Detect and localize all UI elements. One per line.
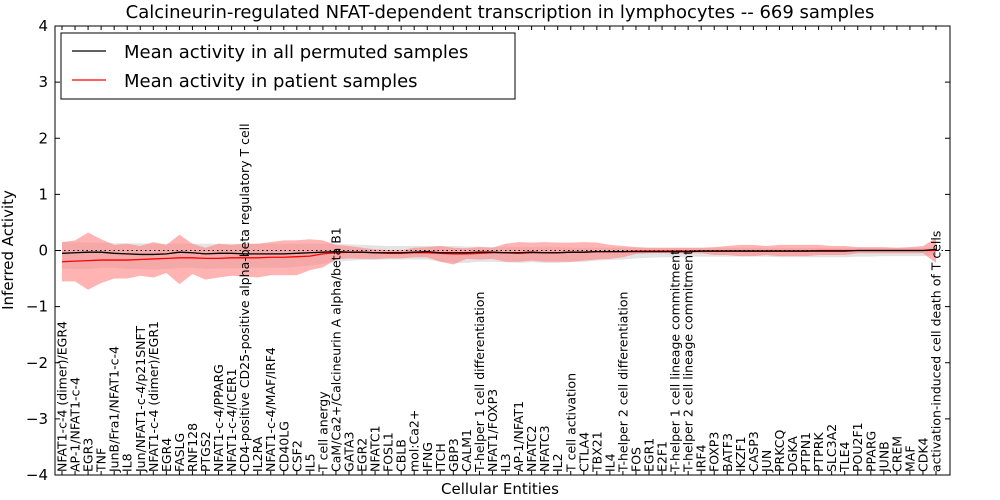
x-category-label: TNF — [94, 448, 109, 473]
x-category-label: CD40LG — [276, 421, 291, 472]
x-category-label: PPARG — [863, 431, 878, 472]
x-category-label: NFAT1/FOXP3 — [485, 389, 500, 472]
line-permuted-mean — [61, 248, 937, 256]
x-category-label: ITCH — [433, 443, 448, 472]
y-tick-label: 1 — [38, 185, 48, 203]
legend-label-patient: Mean activity in patient samples — [124, 71, 418, 92]
x-category-label: EGR3 — [81, 438, 96, 472]
y-tick-label: 4 — [38, 17, 48, 35]
x-category-label: EGR4 — [159, 438, 174, 472]
x-category-label: IL8 — [120, 453, 135, 472]
x-category-label: PTPRK — [811, 432, 826, 472]
x-category-label: EGR1 — [642, 438, 657, 472]
legend-frame — [60, 32, 516, 100]
x-category-label: DGKA — [785, 436, 800, 472]
y-tick-label: 0 — [38, 242, 48, 260]
x-category-label: activation-induced cell death of T cells — [929, 231, 944, 472]
x-category-label: T-helper 2 cell lineage commitment — [681, 250, 696, 473]
x-category-label: NFATC3 — [537, 425, 552, 472]
x-category-label: Jun/NFAT1-c-4/p21SNFT — [133, 326, 148, 473]
y-axis: 4 3 2 1 0 −1 −2 −3 −4 — [26, 17, 950, 484]
y-axis-label: Inferred Activity — [0, 190, 17, 310]
x-category-label: CASP3 — [746, 431, 761, 472]
x-category-label: CSF2 — [289, 440, 304, 472]
x-category-label: NFAT1-c-4 (dimer)/EGR4 — [55, 321, 70, 472]
x-category-label: FOS — [628, 447, 643, 472]
x-category-label: GBP3 — [446, 438, 461, 472]
x-category-label: JUNB — [876, 441, 891, 473]
x-category-label: IL3 — [498, 453, 513, 472]
x-category-label: GATA3 — [341, 432, 356, 472]
y-tick-label: −3 — [26, 410, 48, 428]
x-category-label: RNF128 — [185, 423, 200, 472]
y-tick-label: −4 — [26, 466, 48, 484]
x-category-label: SLC3A2 — [824, 424, 839, 472]
x-category-label: AP-1/NFAT1-c-4 — [68, 377, 83, 472]
x-category-label: TBX21 — [589, 431, 604, 473]
x-category-label: NFATC2 — [524, 425, 539, 472]
x-category-label: IL2 — [550, 453, 565, 472]
legend: Mean activity in all permuted samples Me… — [60, 32, 516, 100]
x-category-label: T cell anergy — [315, 391, 330, 473]
x-axis-label: Cellular Entities — [441, 480, 559, 498]
x-category-label: PRKCQ — [772, 430, 787, 472]
x-category-label: FASLG — [172, 433, 187, 472]
chart-title: Calcineurin-regulated NFAT-dependent tra… — [126, 2, 875, 23]
legend-label-permuted: Mean activity in all permuted samples — [124, 42, 468, 63]
x-category-label: CBLB — [394, 439, 409, 472]
y-tick-label: −2 — [26, 354, 48, 372]
band-patient — [62, 232, 936, 290]
x-category-label: CDK4 — [915, 437, 930, 472]
y-tick-label: 3 — [38, 73, 48, 91]
x-category-label: FOXP3 — [707, 432, 722, 472]
x-category-label: AP-1/NFAT1 — [511, 401, 526, 472]
x-axis: NFAT1-c-4 (dimer)/EGR4AP-1/NFAT1-c-4EGR3… — [55, 26, 944, 475]
confidence-bands — [62, 232, 936, 290]
x-category-label: EGR2 — [355, 438, 370, 472]
x-category-label: CD4-positive CD25-positive alpha-beta re… — [237, 123, 252, 472]
x-category-label: NFAT1-c-4/ICER1 — [224, 368, 239, 472]
series-lines — [61, 248, 937, 263]
x-category-label: IL2RA — [250, 436, 265, 472]
x-category-label: NFAT1-c-4 (dimer)/EGR1 — [146, 321, 161, 472]
x-category-label: MAF — [902, 445, 917, 472]
x-category-label: JUN — [759, 450, 774, 473]
x-category-label: CREM — [889, 436, 904, 472]
x-category-label: T-helper 2 cell differentiation — [615, 292, 630, 473]
x-category-label: T cell activation — [563, 373, 578, 473]
x-category-label: TLE4 — [837, 442, 852, 473]
x-category-label: T-helper 1 cell lineage commitment — [668, 250, 683, 473]
x-category-label: NFAT1-c-4/MAF/IRF4 — [263, 347, 278, 472]
x-category-label: CTLA4 — [576, 432, 591, 472]
y-tick-label: −1 — [26, 298, 48, 316]
x-category-label: IFNG — [420, 442, 435, 472]
x-category-label: BATF3 — [720, 433, 735, 472]
x-category-label: T-helper 1 cell differentiation — [472, 292, 487, 473]
x-category-label: mol:Ca2+ — [407, 410, 422, 472]
x-category-label: CALM1 — [459, 429, 474, 472]
x-category-label: IL4 — [602, 453, 617, 472]
x-category-label: FOSL1 — [381, 432, 396, 472]
x-category-label: PTGS2 — [198, 431, 213, 472]
x-category-label: IKZF1 — [733, 436, 748, 472]
x-category-label: IRF4 — [694, 444, 709, 472]
x-category-label: E2F1 — [655, 441, 670, 472]
x-category-label: POU2F1 — [850, 422, 865, 472]
y-tick-label: 2 — [38, 129, 48, 147]
x-category-label: NFAT1-c-4/PPARG — [211, 364, 226, 472]
x-category-label: NFATC1 — [368, 425, 383, 472]
x-category-label: IL5 — [302, 453, 317, 472]
x-category-label: PTPN1 — [798, 432, 813, 472]
x-category-label: CaM/Ca2+/Calcineurin A alpha/beta B1 — [328, 227, 343, 472]
x-category-label: JunB/Fra1/NFAT1-c-4 — [107, 346, 122, 473]
